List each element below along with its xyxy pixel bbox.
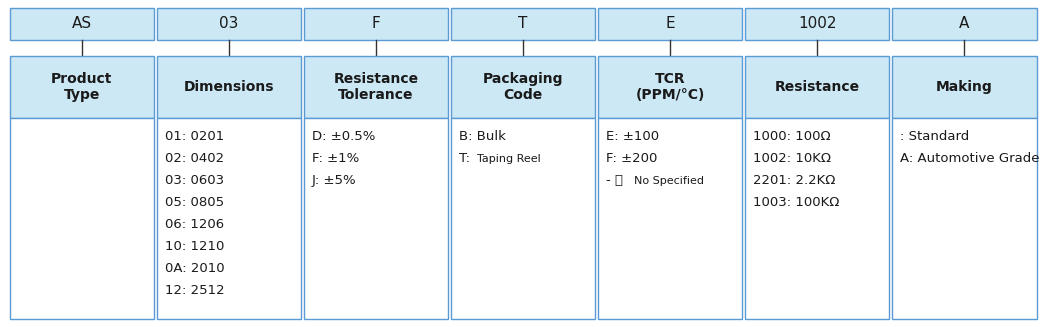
Bar [9,56,154,118]
Text: B: Bulk: B: Bulk [459,130,506,143]
Text: TCR
(PPM/°C): TCR (PPM/°C) [636,72,705,102]
Text: 01: 0201: 01: 0201 [164,130,224,143]
Text: - ：: - ： [606,174,623,187]
Text: 1002: 10KΩ: 1002: 10KΩ [753,152,832,165]
Text: 1003: 100KΩ: 1003: 100KΩ [753,196,840,209]
Bar [303,118,448,319]
Bar [451,118,595,319]
Text: 06: 1206: 06: 1206 [164,218,224,231]
Bar [157,56,301,118]
Bar [157,8,301,40]
Text: : Standard: : Standard [901,130,970,143]
Bar [451,56,595,118]
Text: 2201: 2.2KΩ: 2201: 2.2KΩ [753,174,836,187]
Text: Resistance
Tolerance: Resistance Tolerance [334,72,418,102]
Bar [598,118,743,319]
Text: 03: 0603: 03: 0603 [164,174,224,187]
Text: J: ±5%: J: ±5% [312,174,357,187]
Text: 1000: 100Ω: 1000: 100Ω [753,130,831,143]
Bar [303,8,448,40]
Text: Resistance: Resistance [775,80,860,94]
Text: 0A: 2010: 0A: 2010 [164,262,224,275]
Text: F: ±1%: F: ±1% [312,152,359,165]
Bar [892,8,1037,40]
Bar [745,8,889,40]
Text: Dimensions: Dimensions [183,80,274,94]
Text: Making: Making [936,80,993,94]
Text: F: F [371,16,381,31]
Text: T: T [519,16,527,31]
Text: 05: 0805: 05: 0805 [164,196,224,209]
Text: No Specified: No Specified [634,176,704,186]
Text: A: Automotive Grade: A: Automotive Grade [901,152,1040,165]
Text: Taping Reel: Taping Reel [477,154,541,164]
Text: 03: 03 [219,16,238,31]
Text: Packaging
Code: Packaging Code [483,72,563,102]
Bar [598,8,743,40]
Bar [451,8,595,40]
Text: T:: T: [459,152,470,165]
Text: E: ±100: E: ±100 [606,130,659,143]
Bar [9,8,154,40]
Bar [303,56,448,118]
Text: 10: 1210: 10: 1210 [164,240,224,253]
Bar [598,56,743,118]
Text: 02: 0402: 02: 0402 [164,152,224,165]
Bar [892,56,1037,118]
Bar [892,118,1037,319]
Text: 1002: 1002 [798,16,837,31]
Bar [157,118,301,319]
Text: D: ±0.5%: D: ±0.5% [312,130,376,143]
Text: E: E [665,16,675,31]
Bar [9,118,154,319]
Text: 12: 2512: 12: 2512 [164,284,224,297]
Text: F: ±200: F: ±200 [606,152,658,165]
Text: Product
Type: Product Type [51,72,112,102]
Text: A: A [959,16,970,31]
Text: AS: AS [71,16,92,31]
Bar [745,56,889,118]
Bar [745,118,889,319]
